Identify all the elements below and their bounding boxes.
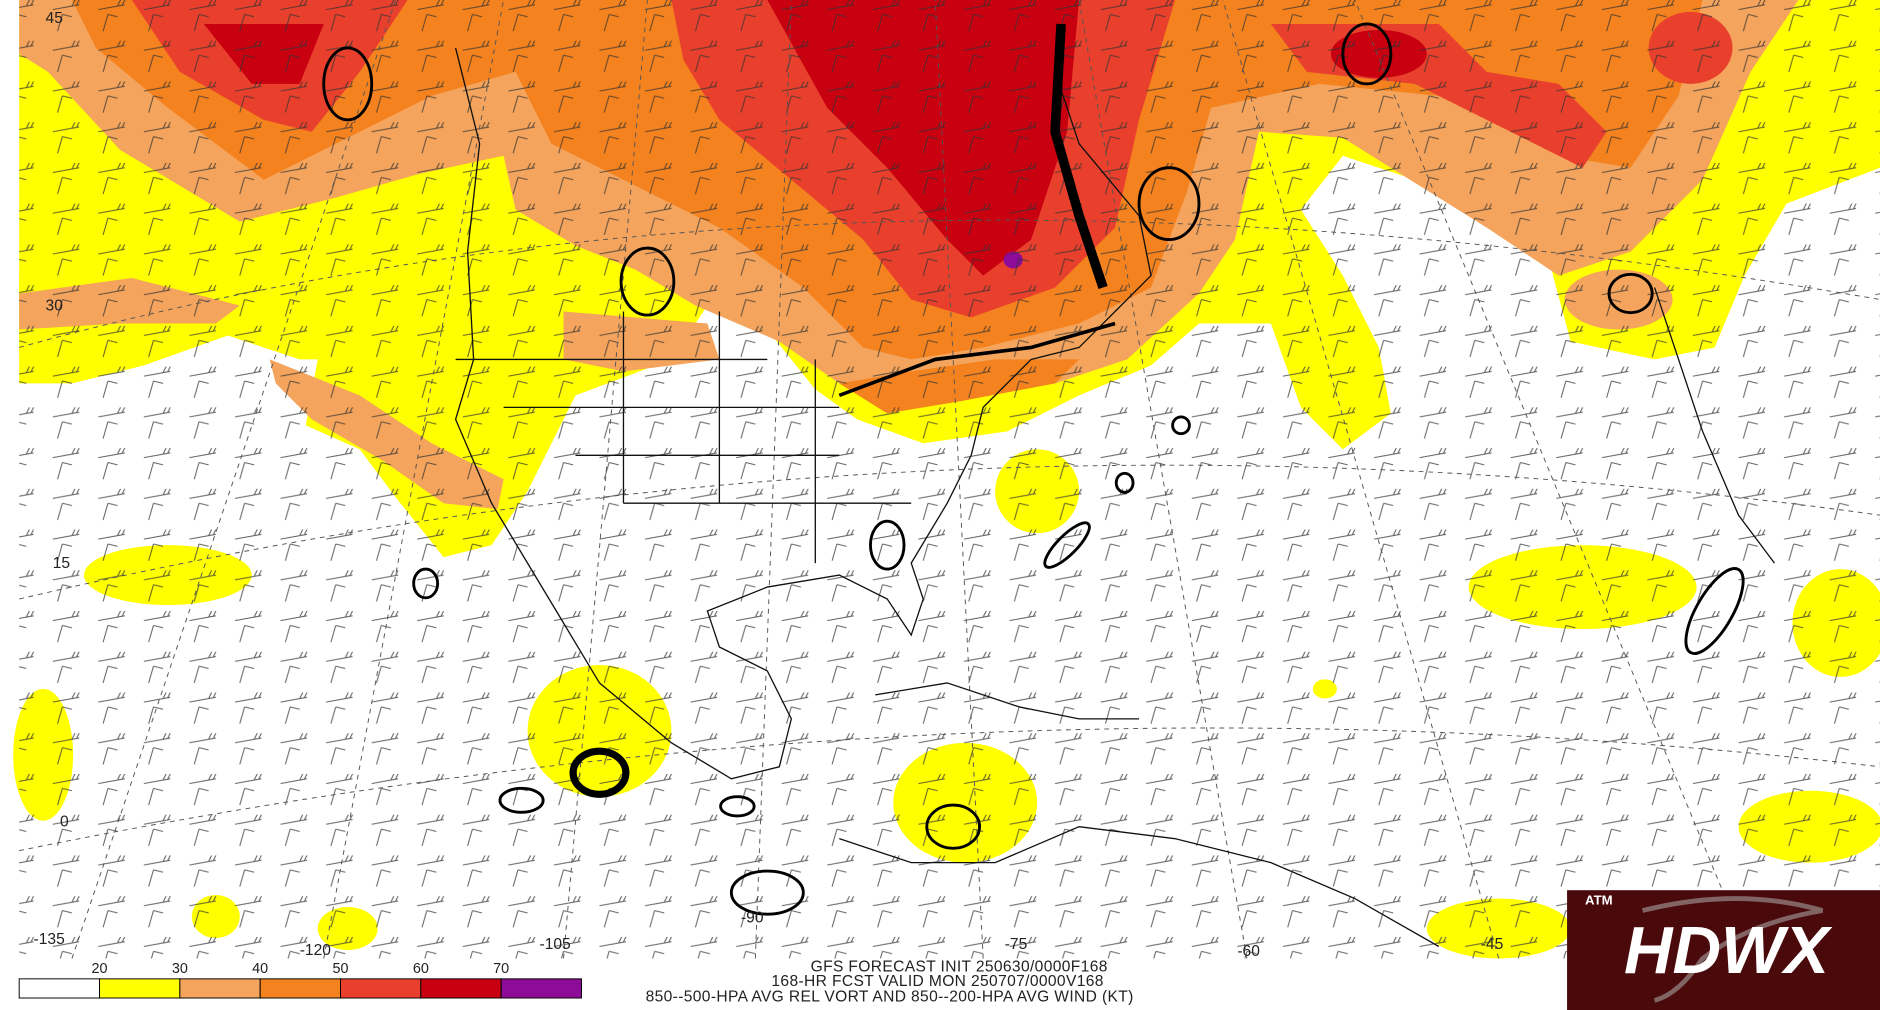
label: GFS FORECAST INIT 250630/0000F168 — [811, 959, 1108, 976]
vorticity-contours-part — [412, 567, 440, 600]
vorticity-contours-part — [1050, 23, 1108, 290]
coastline-part — [875, 682, 1140, 720]
coastline-part — [455, 311, 912, 564]
coastline-part — [839, 826, 1440, 948]
colorbar-label: 30 — [172, 961, 188, 977]
label: -60 — [1237, 943, 1260, 960]
coastline-part — [454, 47, 1152, 780]
label: ATM — [1585, 893, 1613, 908]
graticule-part — [754, 0, 792, 959]
label: 30 — [46, 297, 64, 314]
graticule-part — [19, 727, 1880, 852]
graticule-part — [563, 0, 648, 959]
logo: ATM HDWX — [1567, 890, 1880, 1010]
caption: GFS FORECAST INIT 250630/0000F168 168-HR… — [646, 959, 1134, 1006]
vorticity-contours-part — [1043, 521, 1091, 569]
colorbar-box — [420, 978, 502, 999]
colorbar-box — [18, 978, 100, 999]
colorbar-box — [259, 978, 341, 999]
vorticity-contours-part — [838, 321, 1116, 398]
colorbar-label: 20 — [92, 961, 108, 977]
vorticity-contours-part — [925, 803, 982, 850]
vorticity-contours-part — [719, 795, 756, 818]
vorticity-contours-part — [322, 46, 374, 122]
graticule-part — [1222, 0, 1500, 959]
lon-labels: -135 -120 -105 -90 -75 -60 -45 — [34, 910, 1504, 961]
graticule-part — [1354, 0, 1751, 959]
label: 45 — [46, 10, 64, 27]
colorbar-box — [500, 978, 582, 999]
vorticity-contours-part — [569, 747, 630, 798]
graticule-part — [19, 219, 1880, 348]
colorbar: 20 30 40 50 60 70 — [18, 961, 582, 999]
colorbar-label: 60 — [413, 961, 429, 977]
label: -75 — [1005, 936, 1028, 953]
colorbar-label: 70 — [493, 961, 509, 977]
label: 15 — [53, 555, 71, 572]
map-area: 45 30 15 0 -135 -120 -105 -90 -75 -60 -4… — [13, 0, 1880, 960]
vorticity-contours-part — [1684, 567, 1745, 655]
colorbar-label: 40 — [252, 961, 268, 977]
label: 168-HR FCST VALID MON 250707/0000V168 — [771, 973, 1103, 990]
colorbar-label: 50 — [333, 961, 349, 977]
vorticity-contours-part — [1114, 471, 1135, 494]
vorticity-contours-part — [498, 786, 545, 814]
wind-barbs — [19, 0, 1880, 959]
label: HDWX — [1624, 913, 1833, 988]
vorticity-contours-part — [1137, 166, 1201, 242]
vorticity-contours-part — [1341, 22, 1393, 86]
vorticity-contours-part — [1171, 415, 1191, 436]
logo-part — [1642, 896, 1824, 1003]
vorticity-contours-part — [1607, 272, 1654, 315]
graticule-part — [19, 464, 1880, 600]
label: -45 — [1481, 936, 1504, 953]
label: 850--500-HPA AVG REL VORT AND 850--200-H… — [646, 989, 1134, 1006]
vorticity-contours — [322, 22, 1745, 916]
vorticity-contours-part — [729, 869, 805, 916]
colorbar-box — [340, 978, 422, 999]
label: -120 — [300, 942, 332, 959]
vorticity-contours-part — [619, 246, 676, 317]
label: 0 — [60, 814, 69, 831]
label: -135 — [34, 931, 66, 948]
graticule — [19, 0, 1880, 959]
coastline — [454, 47, 1776, 948]
logo-part — [1567, 890, 1880, 1010]
label: -90 — [741, 910, 764, 927]
label: -105 — [540, 936, 572, 953]
coastline-part — [1653, 287, 1776, 564]
lat-labels: 45 30 15 0 — [46, 10, 71, 831]
colorbar-box — [179, 978, 261, 999]
vorticity-contours-part — [869, 519, 906, 571]
colorbar-box — [99, 978, 181, 999]
